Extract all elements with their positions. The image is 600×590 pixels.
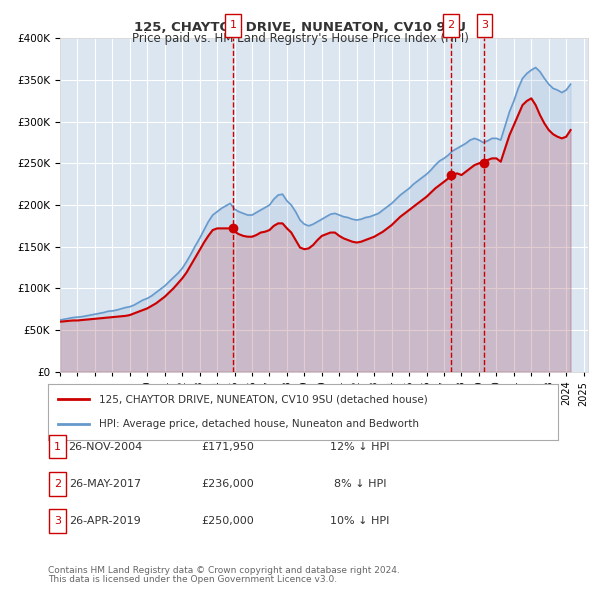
- Text: 10% ↓ HPI: 10% ↓ HPI: [331, 516, 389, 526]
- Text: 26-MAY-2017: 26-MAY-2017: [69, 479, 141, 489]
- Text: 3: 3: [54, 516, 61, 526]
- Text: 3: 3: [481, 21, 488, 30]
- Text: £236,000: £236,000: [202, 479, 254, 489]
- Text: 1: 1: [54, 442, 61, 451]
- Text: 26-NOV-2004: 26-NOV-2004: [68, 442, 142, 451]
- Text: HPI: Average price, detached house, Nuneaton and Bedworth: HPI: Average price, detached house, Nune…: [99, 419, 419, 429]
- Text: 8% ↓ HPI: 8% ↓ HPI: [334, 479, 386, 489]
- Text: 26-APR-2019: 26-APR-2019: [69, 516, 141, 526]
- Text: 12% ↓ HPI: 12% ↓ HPI: [330, 442, 390, 451]
- Text: 1: 1: [229, 21, 236, 30]
- Text: 2: 2: [54, 479, 61, 489]
- Text: 125, CHAYTOR DRIVE, NUNEATON, CV10 9SU: 125, CHAYTOR DRIVE, NUNEATON, CV10 9SU: [134, 21, 466, 34]
- Text: This data is licensed under the Open Government Licence v3.0.: This data is licensed under the Open Gov…: [48, 575, 337, 584]
- Text: £171,950: £171,950: [202, 442, 254, 451]
- Text: Contains HM Land Registry data © Crown copyright and database right 2024.: Contains HM Land Registry data © Crown c…: [48, 566, 400, 575]
- Text: 125, CHAYTOR DRIVE, NUNEATON, CV10 9SU (detached house): 125, CHAYTOR DRIVE, NUNEATON, CV10 9SU (…: [99, 394, 428, 404]
- Text: Price paid vs. HM Land Registry's House Price Index (HPI): Price paid vs. HM Land Registry's House …: [131, 32, 469, 45]
- Text: £250,000: £250,000: [202, 516, 254, 526]
- Text: 2: 2: [448, 21, 455, 30]
